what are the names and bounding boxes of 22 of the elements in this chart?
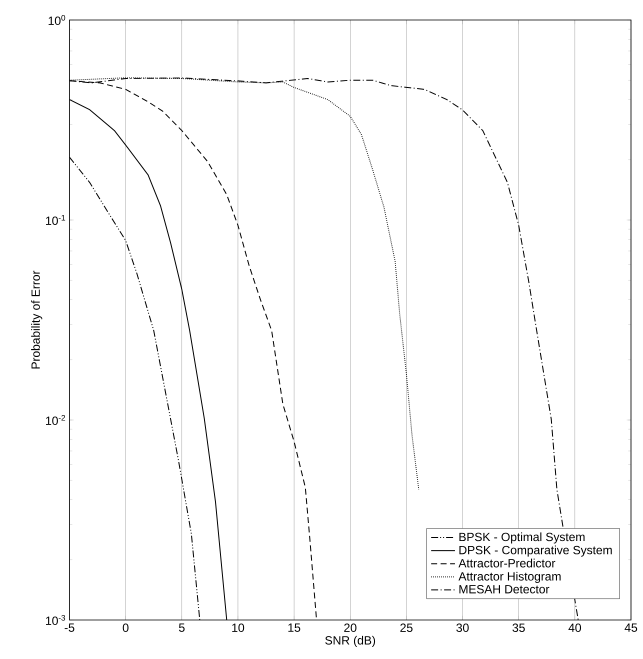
x-tick-label: 30 xyxy=(456,624,469,632)
x-tick-label: 15 xyxy=(288,624,300,632)
x-tick-label: 0 xyxy=(122,624,129,632)
x-tick-label: 40 xyxy=(568,624,582,632)
x-tick-label: 5 xyxy=(178,624,185,632)
x-tick-label: 45 xyxy=(624,624,638,632)
y-tick-label: 10$^{-1}$ xyxy=(46,215,66,225)
y-tick-label: 10$^{0}$ xyxy=(48,14,66,26)
legend-label: Attractor Histogram xyxy=(458,572,561,583)
x-axis-title: SNR (dB) xyxy=(325,636,376,647)
y-axis-title: Probability of Error xyxy=(31,270,42,369)
x-tick-label: 35 xyxy=(512,624,525,632)
x-tick-label: 25 xyxy=(400,624,413,632)
x-tick-label: -5 xyxy=(64,624,74,632)
y-tick-label: 10$^{-3}$ xyxy=(46,614,66,626)
legend-label: DPSK - Comparative System xyxy=(459,546,612,557)
legend-label: Attractor-Predictor xyxy=(458,558,556,568)
x-tick-label: 20 xyxy=(344,624,356,632)
x-tick-label: 10 xyxy=(232,624,244,632)
y-tick-label: 10$^{-2}$ xyxy=(46,414,66,426)
legend-label: MESAH Detector xyxy=(459,584,550,594)
legend-label: BPSK - Optimal System xyxy=(459,532,585,544)
